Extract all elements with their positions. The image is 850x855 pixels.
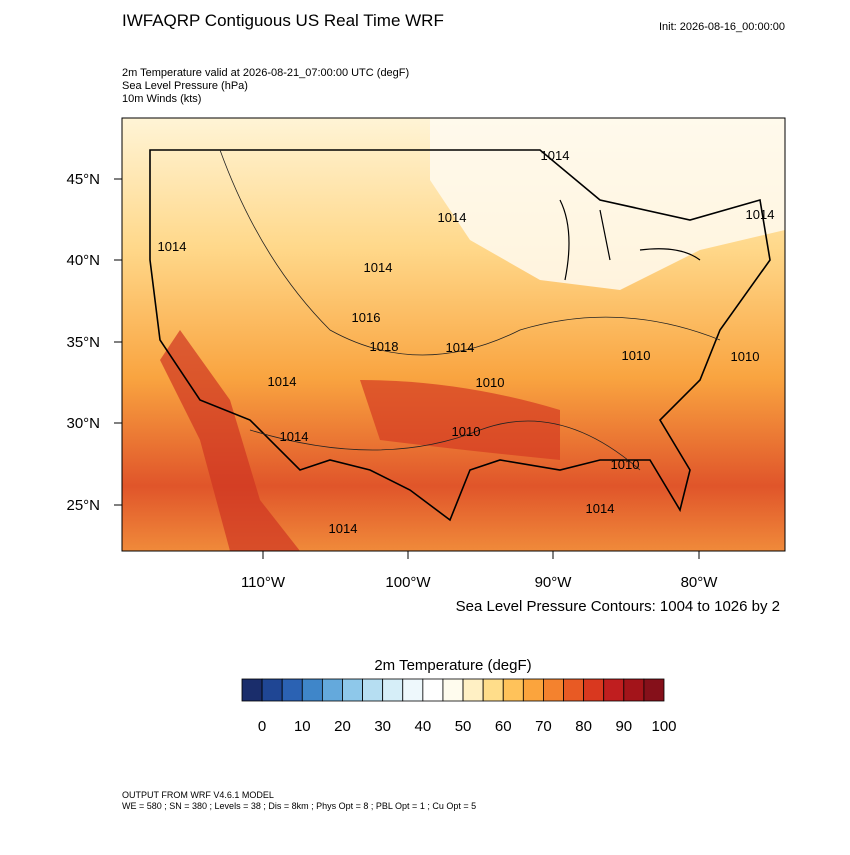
colorbar-label: 40	[415, 718, 432, 735]
colorbar-box	[502, 678, 524, 702]
contour-label: 1014	[446, 340, 475, 355]
contour-label: 1014	[280, 429, 309, 444]
contour-label: 1014	[268, 374, 297, 389]
colorbar-title: 2m Temperature (degF)	[374, 657, 531, 674]
colorbar-box	[321, 678, 343, 702]
hot-region	[360, 380, 560, 460]
field-label: Sea Level Pressure (hPa)	[122, 80, 248, 92]
lon-label: 80°W	[681, 574, 719, 591]
colorbar-box	[543, 678, 564, 702]
lat-label: 40°N	[66, 252, 100, 269]
field-list: 2m Temperature valid at 2026-08-21_07:00…	[122, 67, 409, 105]
contour-label: 1014	[329, 521, 358, 536]
us-outline	[149, 149, 771, 522]
colorbar-box	[442, 678, 464, 702]
colorbar-label: 70	[535, 718, 552, 735]
init-time: Init: 2026-08-16_00:00:00	[659, 21, 785, 33]
colorbar-box	[603, 678, 625, 702]
colorbar-label: 90	[615, 718, 632, 735]
map-labels: 45°N 40°N 35°N 30°N 25°N 110°W 100°W 90°W 80°W 10…	[66, 148, 774, 591]
contour-label: 1010	[611, 457, 640, 472]
colorbar-box	[382, 678, 404, 702]
map-frame	[121, 117, 786, 552]
colorbar-box	[462, 678, 484, 702]
lat-label: 45°N	[66, 171, 100, 188]
colorbar-box	[362, 678, 384, 702]
colorbar-box	[301, 678, 323, 702]
contour-label: 1010	[622, 348, 651, 363]
colorbar-box	[261, 678, 283, 702]
field-label: 2m Temperature valid at 2026-08-21_07:00…	[122, 67, 409, 79]
lon-label: 100°W	[385, 574, 431, 591]
contour-label: 1014	[364, 260, 393, 275]
lat-label: 25°N	[66, 497, 100, 514]
colorbar-box	[422, 678, 444, 702]
field-label: 10m Winds (kts)	[122, 93, 201, 105]
contour-label: 1014	[746, 207, 775, 222]
contour-label: 1016	[352, 310, 381, 325]
colorbar: 0 10 20 30 40 50 60 70 80 90 100	[241, 678, 677, 735]
colorbar-label: 0	[258, 718, 266, 735]
colorbar-box	[522, 678, 544, 702]
contour-label: 1014	[541, 148, 570, 163]
isobar	[219, 149, 721, 356]
lon-label: 110°W	[241, 574, 286, 591]
colorbar-box	[623, 678, 645, 702]
contour-label: 1010	[731, 349, 760, 364]
contour-label: 1010	[476, 375, 505, 390]
colorbar-label: 20	[334, 718, 351, 735]
lat-label: 35°N	[66, 334, 100, 351]
colorbar-label: 100	[651, 718, 676, 735]
contour-label: 1018	[370, 339, 399, 354]
contour-label: 1014	[586, 501, 615, 516]
contour-label: 1014	[438, 210, 467, 225]
colorbar-label: 10	[294, 718, 311, 735]
colorbar-box	[402, 678, 424, 702]
colorbar-box	[342, 678, 363, 702]
cool-region	[430, 118, 785, 290]
lat-label: 30°N	[66, 415, 100, 432]
colorbar-box	[241, 678, 263, 702]
colorbar-label: 30	[374, 718, 391, 735]
colorbar-label: 80	[575, 718, 592, 735]
colorbar-label: 50	[455, 718, 472, 735]
footer-details: WE = 580 ; SN = 380 ; Levels = 38 ; Dis …	[122, 801, 476, 811]
colorbar-label: 60	[495, 718, 512, 735]
isobar	[249, 420, 641, 471]
colorbar-box	[563, 678, 585, 702]
title: IWFAQRP Contiguous US Real Time WRF	[122, 11, 444, 30]
great-lakes	[559, 199, 701, 281]
contour-note: Sea Level Pressure Contours: 1004 to 102…	[456, 598, 780, 615]
hot-region	[160, 330, 300, 551]
colorbar-box	[643, 678, 665, 702]
colorbar-box	[482, 678, 504, 702]
footer-model: OUTPUT FROM WRF V4.6.1 MODEL	[122, 790, 274, 800]
lon-label: 90°W	[535, 574, 573, 591]
contour-label: 1014	[158, 239, 187, 254]
map	[121, 117, 786, 552]
colorbar-box	[583, 678, 605, 702]
contour-label: 1010	[452, 424, 481, 439]
colorbar-box	[281, 678, 303, 702]
